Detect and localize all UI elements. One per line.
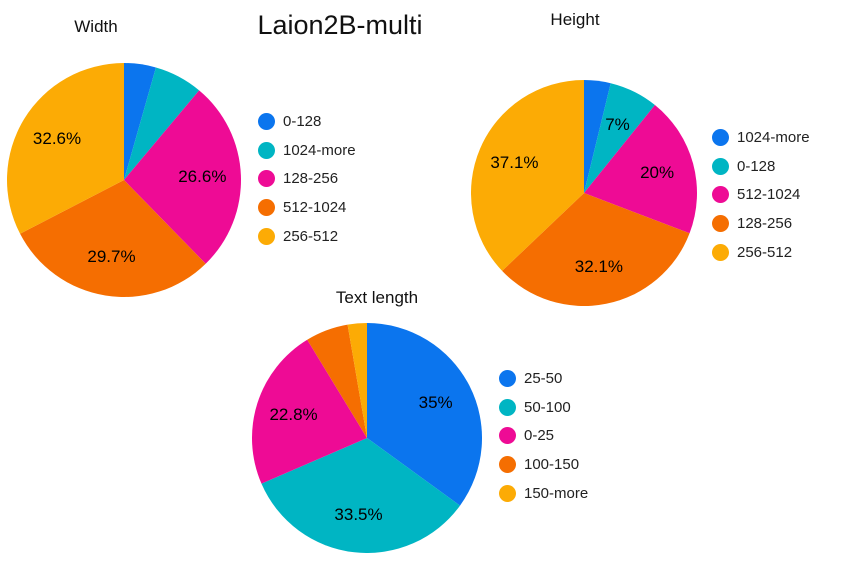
pie-svg — [471, 80, 697, 306]
legend-swatch-icon — [499, 484, 516, 502]
legend-swatch-icon — [258, 113, 275, 130]
legend-item-0-128[interactable]: 0-128 — [712, 157, 810, 175]
legend-label: 512-1024 — [737, 186, 801, 204]
pie-slice-512-1024[interactable] — [20, 180, 206, 297]
pie-chart-text-length[interactable]: 35% 33.5% 22.8% — [252, 323, 482, 553]
legend-item-256-512[interactable]: 256-512 — [712, 243, 810, 261]
chart-title-height: Height — [550, 10, 600, 29]
legend-label: 50-100 — [524, 398, 571, 416]
legend-item-1024-more[interactable]: 1024-more — [258, 141, 356, 159]
legend-swatch-icon — [258, 199, 275, 217]
pie-slice-512-1024[interactable] — [584, 105, 697, 234]
pie-svg — [7, 63, 241, 297]
legend-label: 128-256 — [283, 170, 339, 188]
legend-item-128-256[interactable]: 128-256 — [712, 215, 810, 233]
legend-height: 1024-more 0-128 512-1024 128-256 256-512 — [712, 129, 810, 261]
legend-label: 100-150 — [524, 456, 580, 474]
pie-slice-0-25[interactable] — [252, 339, 367, 484]
legend-label: 25-50 — [524, 370, 563, 387]
legend-swatch-icon — [258, 227, 275, 245]
pie-slice-25-50[interactable] — [367, 323, 482, 506]
pie-slice-256-512[interactable] — [7, 63, 125, 234]
pie-slice-1024-more[interactable] — [584, 80, 611, 193]
legend-swatch-icon — [712, 157, 729, 175]
legend-item-1024-more[interactable]: 1024-more — [712, 129, 810, 146]
legend-swatch-icon — [712, 243, 729, 261]
legend-item-25-50[interactable]: 25-50 — [499, 370, 588, 387]
legend-item-512-1024[interactable]: 512-1024 — [258, 199, 356, 217]
legend-label: 1024-more — [283, 141, 356, 159]
legend-label: 256-512 — [737, 243, 793, 261]
pie-slice-0-128[interactable] — [584, 83, 655, 193]
pie-slice-150-more[interactable] — [347, 323, 367, 438]
legend-swatch-icon — [712, 129, 729, 146]
legend-text-length: 25-50 50-100 0-25 100-150 150-more — [499, 370, 588, 502]
legend-swatch-icon — [258, 170, 275, 188]
legend-label: 512-1024 — [283, 199, 347, 217]
legend-label: 0-25 — [524, 427, 555, 445]
legend-swatch-icon — [258, 141, 275, 159]
pie-slice-128-256[interactable] — [124, 90, 241, 264]
legend-item-256-512[interactable]: 256-512 — [258, 227, 356, 245]
legend-label: 0-128 — [283, 113, 322, 130]
legend-item-150-more[interactable]: 150-more — [499, 484, 589, 502]
legend-label: 256-512 — [283, 227, 339, 245]
legend-item-0-25[interactable]: 0-25 — [499, 427, 588, 445]
legend-item-128-256[interactable]: 128-256 — [258, 170, 356, 188]
legend-swatch-icon — [712, 215, 729, 233]
legend-item-0-128[interactable]: 0-128 — [258, 113, 356, 130]
pie-chart-width[interactable]: 26.6% 29.7% 32.6% — [7, 63, 241, 297]
pie-slice-0-128[interactable] — [124, 63, 156, 180]
legend-item-100-150[interactable]: 100-150 — [499, 456, 588, 474]
pie-slice-128-256[interactable] — [502, 193, 690, 306]
legend-item-50-100[interactable]: 50-100 — [499, 398, 588, 416]
pie-slice-100-150[interactable] — [307, 324, 367, 438]
legend-label: 0-128 — [737, 157, 776, 175]
chart-title-text-length: Text length — [335, 288, 419, 307]
legend-swatch-icon — [499, 398, 516, 416]
legend-width: 0-128 1024-more 128-256 512-1024 256-512 — [258, 113, 356, 245]
pie-slice-1024-more[interactable] — [124, 67, 200, 180]
pie-svg — [252, 323, 482, 553]
pie-chart-height[interactable]: 7% 20% 32.1% 37.1% — [471, 80, 697, 306]
legend-swatch-icon — [499, 370, 516, 387]
chart-title-width: Width — [74, 17, 118, 36]
legend-swatch-icon — [712, 186, 729, 204]
pie-slice-256-512[interactable] — [471, 80, 584, 271]
legend-label: 150-more — [524, 484, 589, 502]
legend-swatch-icon — [499, 456, 516, 474]
page-title: Laion2B-multi — [257, 10, 423, 40]
legend-label: 128-256 — [737, 215, 793, 233]
legend-item-512-1024[interactable]: 512-1024 — [712, 186, 810, 204]
pie-slice-50-100[interactable] — [261, 438, 461, 553]
legend-label: 1024-more — [737, 129, 810, 146]
legend-swatch-icon — [499, 427, 516, 445]
